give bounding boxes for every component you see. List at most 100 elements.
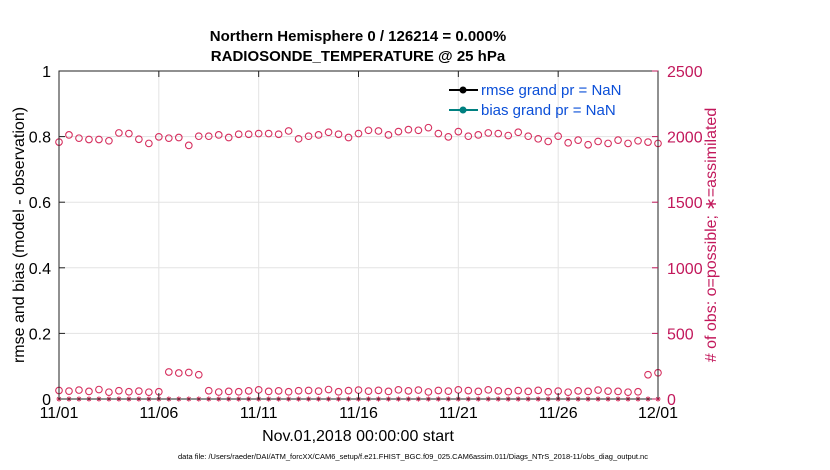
x-tick-label: 11/06 (139, 405, 178, 422)
y-tick-label-right: 1500 (667, 195, 703, 212)
x-tick-label: 11/21 (439, 405, 478, 422)
obs-possible-marker (154, 133, 163, 141)
chart-subtitle: RADIOSONDE_TEMPERATURE @ 25 hPa (211, 48, 506, 65)
x-tick-label: 11/11 (240, 405, 278, 422)
obs-possible-marker (194, 370, 203, 379)
obs-possible-marker (65, 387, 73, 395)
obs-possible-marker (624, 388, 632, 397)
x-tick-label: 11/16 (339, 405, 378, 422)
obs-possible-marker (584, 140, 592, 149)
obs-possible-marker (224, 133, 233, 142)
y-tick-label-right: 1000 (667, 261, 703, 278)
obs-possible-marker (274, 387, 283, 395)
obs-possible-marker (594, 137, 602, 146)
obs-possible-marker (174, 133, 183, 142)
obs-possible-marker (85, 387, 93, 396)
obs-possible-marker (554, 132, 563, 141)
obs-possible-marker (524, 387, 533, 396)
obs-possible-marker (484, 129, 493, 137)
obs-possible-marker (274, 130, 283, 139)
legend-bias-marker (459, 106, 467, 114)
obs-possible-marker (75, 134, 83, 143)
obs-possible-marker (234, 130, 243, 139)
y-tick-label-right: 2500 (667, 64, 703, 81)
chart-title: Northern Hemisphere 0 / 126214 = 0.000% (210, 28, 506, 45)
obs-possible-marker (644, 138, 652, 146)
legend-rmse-label: rmse grand pr = NaN (481, 82, 621, 99)
obs-possible-marker (344, 386, 353, 395)
obs-possible-marker (105, 136, 113, 145)
obs-possible-marker (75, 386, 83, 394)
obs-possible-marker (504, 131, 513, 140)
obs-possible-marker (294, 134, 303, 143)
obs-possible-marker (514, 386, 523, 395)
obs-possible-marker (514, 128, 523, 137)
y-tick-label-left: 0.4 (29, 261, 51, 278)
x-tick-label: 11/01 (40, 405, 79, 422)
obs-possible-marker (304, 386, 313, 395)
obs-possible-marker (534, 386, 543, 395)
obs-possible-marker (394, 127, 403, 136)
obs-possible-marker (464, 132, 473, 141)
obs-possible-marker (374, 386, 383, 395)
obs-possible-marker (424, 388, 433, 396)
obs-possible-marker (544, 387, 553, 396)
obs-possible-marker (174, 369, 183, 377)
obs-possible-marker (135, 387, 143, 395)
obs-possible-marker (614, 136, 622, 144)
legend-rmse-marker (459, 86, 467, 94)
obs-possible-marker (244, 387, 253, 395)
obs-possible-marker (614, 387, 622, 396)
obs-possible-marker (494, 129, 503, 138)
obs-possible-marker (125, 387, 133, 396)
left-y-axis-label: rmse and bias (model - observation) (11, 107, 28, 363)
obs-possible-marker (184, 368, 193, 377)
obs-possible-marker (294, 386, 303, 395)
obs-possible-marker (434, 386, 443, 395)
obs-possible-marker (584, 387, 592, 396)
obs-possible-marker (224, 387, 233, 396)
obs-possible-marker (604, 387, 612, 395)
obs-possible-marker (564, 388, 573, 397)
obs-possible-marker (204, 386, 213, 395)
obs-possible-marker (264, 129, 273, 138)
obs-possible-marker (574, 387, 582, 395)
obs-possible-marker (334, 130, 343, 139)
obs-possible-marker (404, 125, 413, 134)
obs-possible-marker (374, 127, 383, 135)
y-tick-label-left: 0.6 (29, 195, 51, 212)
obs-possible-marker (524, 132, 533, 141)
obs-possible-marker (95, 135, 103, 144)
obs-possible-marker (494, 387, 503, 395)
grid (59, 71, 658, 399)
obs-possible-marker (464, 386, 473, 395)
obs-possible-marker (484, 385, 493, 394)
obs-possible-marker (244, 130, 253, 139)
y-tick-label-left: 1 (42, 64, 51, 81)
obs-possible-marker (314, 387, 323, 395)
obs-possible-marker (284, 387, 293, 396)
obs-possible-marker (354, 129, 363, 138)
obs-possible-marker (444, 387, 453, 395)
x-axis-label: Nov.01,2018 00:00:00 start (262, 428, 454, 445)
obs-possible-marker (384, 131, 393, 139)
obs-possible-marker (594, 386, 602, 394)
obs-possible-marker (145, 388, 153, 397)
obs-possible-marker (184, 141, 193, 150)
obs-possible-marker (264, 387, 273, 396)
obs-possible-marker (344, 133, 353, 142)
axis-ticks: 11/01 11/06 11/11 11/16 11/21 11/26 12/0100.20… (29, 64, 703, 422)
obs-possible-marker (624, 139, 632, 148)
obs-possible-marker (534, 134, 543, 143)
obs-possible-marker (384, 387, 393, 396)
obs-possible-marker (604, 139, 612, 148)
obs-possible-marker (364, 387, 373, 395)
obs-possible-marker (444, 133, 453, 141)
obs-possible-marker (164, 134, 173, 143)
legend: rmse grand pr = NaN bias grand pr = NaN (449, 82, 621, 119)
obs-possible-marker (254, 129, 263, 138)
y-tick-label-left: 0.2 (29, 326, 51, 343)
obs-possible-marker (434, 129, 443, 138)
obs-possible-marker (324, 385, 333, 394)
